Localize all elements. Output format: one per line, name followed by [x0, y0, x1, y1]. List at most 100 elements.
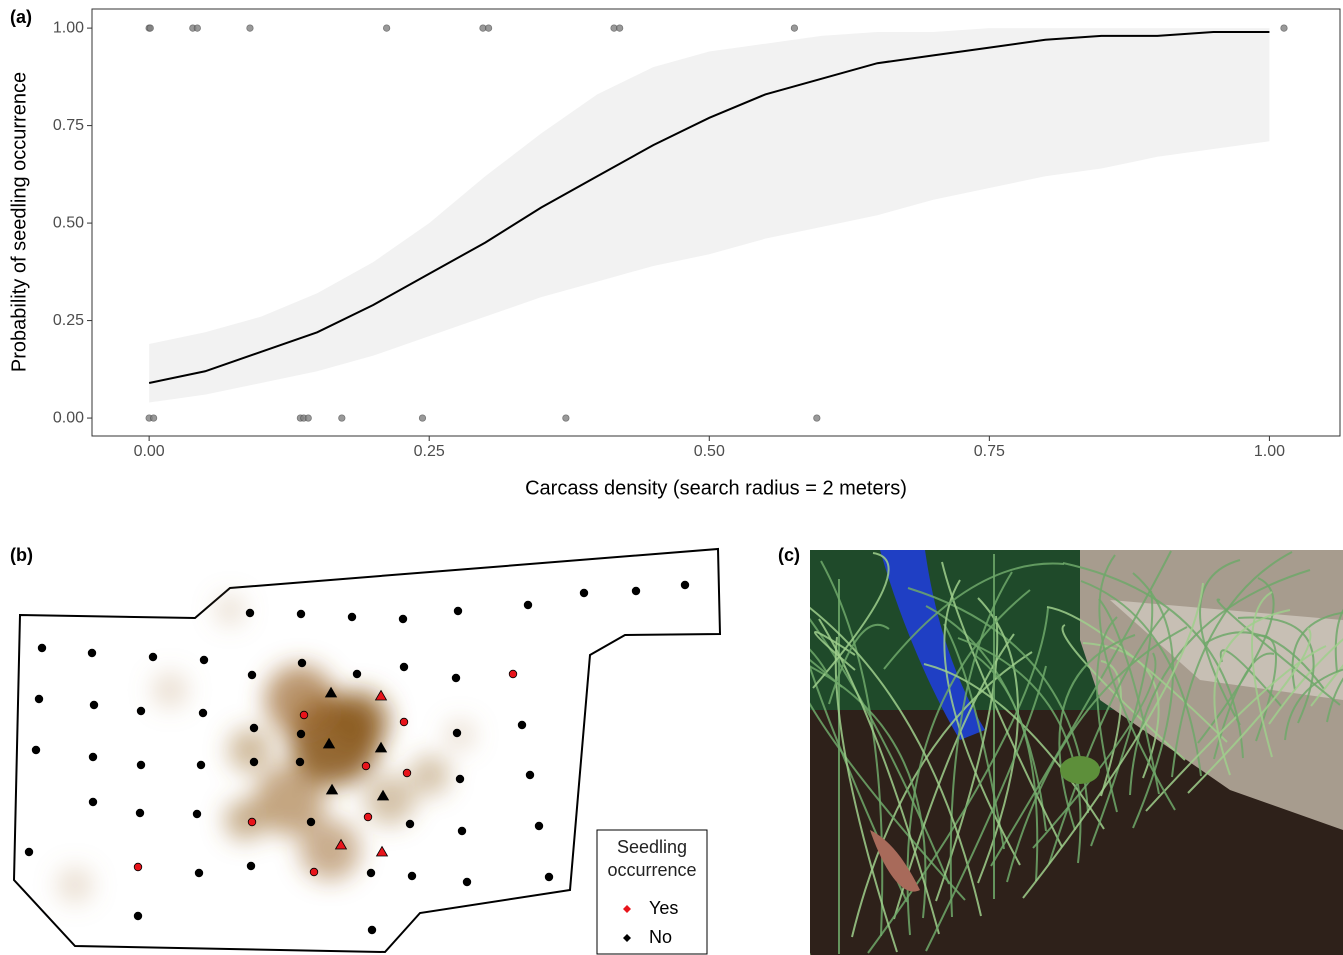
- site-point: [361, 761, 371, 771]
- data-point: [562, 414, 570, 422]
- y-tick-label: 1.00: [53, 19, 84, 36]
- grass-blade: [1213, 652, 1275, 760]
- data-point: [383, 24, 391, 32]
- site-point: [37, 643, 47, 653]
- density-blob: [225, 800, 265, 840]
- grass-blade: [1058, 634, 1136, 831]
- photo-tube: [880, 550, 985, 740]
- x-tick-label: 1.00: [1254, 443, 1285, 460]
- grass-blade: [1255, 634, 1277, 742]
- y-tick-label: 0.75: [53, 117, 84, 134]
- x-tick-label: 0.50: [694, 443, 725, 460]
- site-point: [194, 868, 204, 878]
- data-point: [813, 414, 821, 422]
- site-point: [296, 729, 306, 739]
- site-point: [198, 708, 208, 718]
- data-point: [338, 414, 346, 422]
- site-point: [34, 694, 44, 704]
- site-point: [462, 877, 472, 887]
- site-point: [399, 662, 409, 672]
- grass-blade: [1213, 609, 1291, 776]
- grass-blade: [1187, 627, 1312, 794]
- grass-blade: [810, 702, 966, 901]
- grass-blade: [1145, 645, 1327, 812]
- site-point: [523, 600, 533, 610]
- grass-blade: [975, 655, 1039, 882]
- site-point: [192, 809, 202, 819]
- site-point: [136, 706, 146, 716]
- site-point: [517, 720, 527, 730]
- site-point: [451, 673, 461, 683]
- site-point: [579, 588, 589, 598]
- site-point: [453, 606, 463, 616]
- site-point: [525, 770, 535, 780]
- grass-blade: [883, 562, 1065, 670]
- site-triangle: [322, 737, 336, 749]
- site-point: [347, 612, 357, 622]
- plot-a: 0.00 0.25 0.50 0.75 1.00 0.00 0.25 0.50 0.75 1.00: [53, 19, 1288, 460]
- grass-blade: [1090, 590, 1154, 847]
- density-blob: [215, 595, 245, 625]
- fit-line: [148, 31, 1270, 384]
- site-point: [88, 752, 98, 762]
- site-point: [367, 925, 377, 935]
- site-point: [133, 911, 143, 921]
- data-point: [790, 24, 799, 32]
- grass-blade: [1199, 559, 1241, 726]
- y-axis-title: Probability of seedling occurrence: [8, 72, 30, 372]
- data-point: [246, 24, 254, 32]
- site-point: [534, 821, 544, 831]
- photo-leaf: [870, 830, 920, 892]
- grass-blade: [1219, 649, 1283, 708]
- data-point: [304, 414, 312, 422]
- grass-blade: [1098, 554, 1176, 811]
- grass-blade: [1046, 606, 1228, 743]
- data-point: [150, 414, 158, 422]
- x-tick-label: 0.00: [134, 443, 165, 460]
- site-point: [87, 648, 97, 658]
- density-blob: [255, 765, 325, 835]
- x-tick-label: 0.75: [974, 443, 1005, 460]
- grass-blade: [1129, 569, 1311, 796]
- photo-grass: [810, 550, 1343, 955]
- grass-blade: [867, 607, 1049, 954]
- site-point: [297, 658, 307, 668]
- site-point: [24, 847, 34, 857]
- grass-blade: [1334, 608, 1343, 673]
- grass-blade: [925, 665, 1047, 952]
- site-point: [246, 861, 256, 871]
- density-blob: [365, 775, 415, 825]
- grass-blade: [1251, 591, 1273, 758]
- grass-blade: [1022, 582, 1204, 899]
- grass-blade: [820, 560, 884, 937]
- grass-blade: [1284, 668, 1343, 741]
- legend: Yes No: [623, 898, 678, 947]
- density-blob: [300, 820, 360, 880]
- site-point: [245, 608, 255, 618]
- density-blob: [410, 755, 450, 795]
- site-point: [247, 817, 257, 827]
- site-point: [405, 819, 415, 829]
- grass-blade: [1080, 580, 1202, 777]
- site-point: [680, 580, 690, 590]
- site-point: [296, 609, 306, 619]
- carcass-density: [57, 595, 475, 903]
- site-point: [295, 757, 305, 767]
- legend-key: [623, 934, 631, 942]
- data-point: [616, 24, 624, 32]
- x-axis-title: Carcass density (search radius = 2 meter…: [525, 477, 907, 499]
- grass-blade: [949, 571, 1013, 918]
- grass-blade: [810, 606, 982, 917]
- grass-blade: [834, 636, 898, 953]
- grass-blade: [1326, 677, 1343, 723]
- site-point: [247, 670, 257, 680]
- site-point: [352, 669, 362, 679]
- data-point: [418, 414, 427, 422]
- density-blob: [330, 690, 390, 750]
- site-point: [309, 867, 319, 877]
- site-triangle: [374, 741, 388, 753]
- site-triangle: [334, 838, 348, 850]
- site-triangle: [375, 845, 389, 857]
- site-point: [89, 700, 99, 710]
